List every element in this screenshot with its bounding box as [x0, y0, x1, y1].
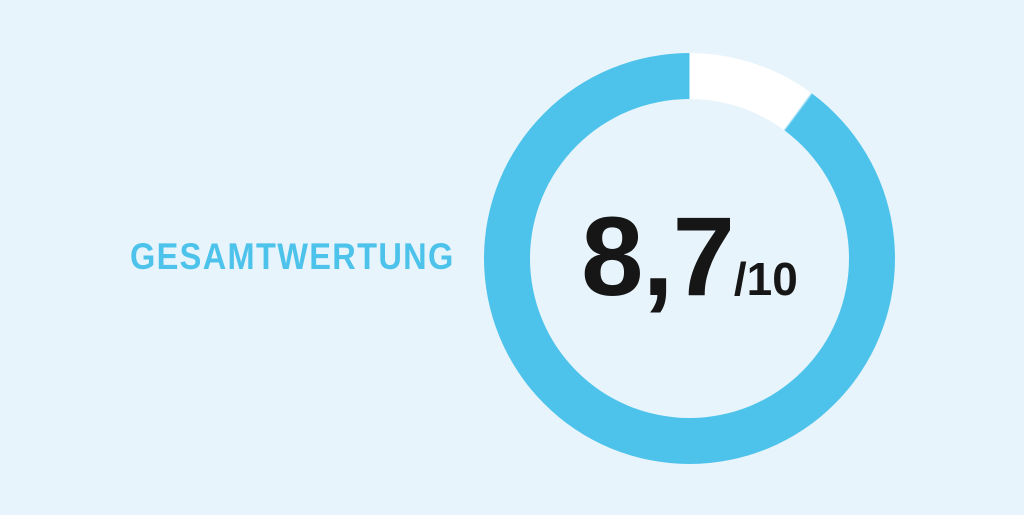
score-value: 8,7 [581, 193, 735, 319]
rating-donut-chart: 8,7/10 [484, 53, 895, 464]
score-text: 8,7/10 [581, 200, 798, 312]
rating-title: GESAMTWERTUNG [130, 236, 455, 277]
score-max: /10 [733, 252, 798, 305]
donut-hole [530, 99, 849, 418]
